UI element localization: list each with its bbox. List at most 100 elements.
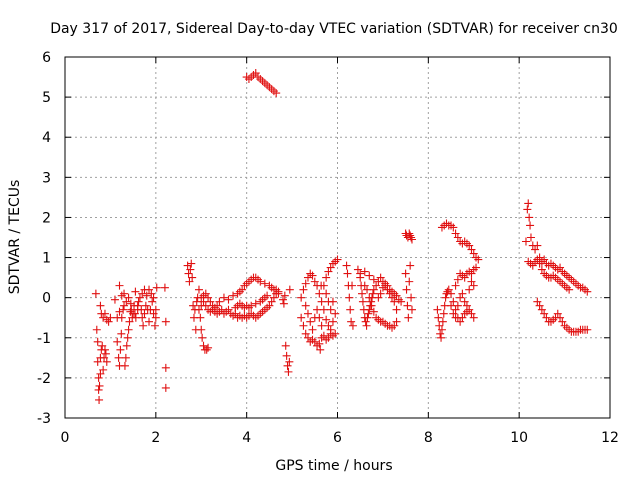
data-point: [460, 273, 469, 282]
data-point: [363, 285, 372, 294]
data-point: [126, 299, 135, 308]
data-point: [138, 289, 147, 298]
x-tick-label: 12: [601, 430, 619, 446]
data-point: [358, 289, 367, 298]
data-point: [363, 313, 372, 322]
data-point: [449, 223, 458, 232]
data-point: [436, 329, 445, 338]
data-point: [434, 313, 443, 322]
data-point: [558, 317, 567, 326]
data-point: [526, 221, 535, 230]
data-point: [540, 309, 549, 318]
data-point: [438, 317, 447, 326]
data-point: [96, 301, 105, 310]
y-axis-tick-labels: -3 -2 -1 0 1 2 3 4 5 6: [37, 50, 51, 427]
data-point: [392, 291, 401, 300]
data-point: [317, 321, 326, 330]
data-point: [303, 333, 312, 342]
data-point: [316, 345, 325, 354]
data-point: [148, 297, 157, 306]
data-point: [123, 333, 132, 342]
data-point: [161, 363, 170, 372]
data-point: [145, 317, 154, 326]
data-point: [110, 295, 119, 304]
data-point: [449, 297, 458, 306]
data-point: [465, 241, 474, 250]
data-point: [279, 299, 288, 308]
y-tick-label: 2: [42, 210, 51, 226]
data-point: [451, 305, 460, 314]
data-point: [188, 273, 197, 282]
data-point: [135, 293, 144, 302]
data-point: [365, 305, 374, 314]
data-point: [274, 289, 283, 298]
data-point: [521, 237, 530, 246]
data-point: [104, 317, 113, 326]
data-point: [453, 301, 462, 310]
data-point: [348, 321, 357, 330]
data-point: [283, 361, 292, 370]
data-point: [263, 291, 272, 300]
data-point: [523, 205, 532, 214]
data-point: [124, 293, 133, 302]
data-point: [117, 329, 126, 338]
x-axis-tick-labels: 0 2 4 6 8 10 12: [61, 430, 619, 446]
data-point: [403, 301, 412, 310]
data-point: [525, 213, 534, 222]
data-point: [401, 269, 410, 278]
data-point: [347, 317, 356, 326]
data-point: [142, 291, 151, 300]
data-point: [378, 283, 387, 292]
data-point: [189, 301, 198, 310]
data-point: [95, 381, 104, 390]
data-point: [197, 325, 206, 334]
data-point: [444, 285, 453, 294]
data-point: [206, 297, 215, 306]
data-point: [115, 307, 124, 316]
data-point: [435, 321, 444, 330]
data-point: [303, 273, 312, 282]
data-point: [469, 249, 478, 258]
data-point: [280, 291, 289, 300]
data-point: [439, 309, 448, 318]
data-point: [96, 369, 105, 378]
data-point: [145, 285, 154, 294]
data-point: [194, 305, 203, 314]
data-point: [251, 69, 260, 78]
data-point: [131, 287, 140, 296]
data-point: [285, 357, 294, 366]
data-point: [369, 275, 378, 284]
x-axis-label: GPS time / hours: [275, 458, 392, 474]
data-point: [138, 313, 147, 322]
y-tick-label: 5: [42, 90, 51, 106]
data-point: [238, 285, 247, 294]
data-point: [185, 277, 194, 286]
data-point: [451, 313, 460, 322]
data-point: [331, 309, 340, 318]
data-point: [130, 309, 139, 318]
data-point: [95, 395, 104, 404]
data-point: [125, 317, 134, 326]
data-point: [151, 313, 160, 322]
data-point: [402, 285, 411, 294]
data-point: [269, 293, 278, 302]
data-point: [306, 317, 315, 326]
data-point: [284, 367, 293, 376]
data-point: [449, 309, 458, 318]
data-point: [201, 289, 210, 298]
data-point: [437, 333, 446, 342]
data-point: [282, 351, 291, 360]
data-point: [322, 289, 331, 298]
data-point: [93, 337, 102, 346]
data-point: [310, 337, 319, 346]
data-point: [328, 297, 337, 306]
data-point: [313, 305, 322, 314]
data-point: [149, 293, 158, 302]
data-point: [297, 293, 306, 302]
data-point: [447, 289, 456, 298]
x-tick-label: 0: [61, 430, 70, 446]
data-point: [533, 255, 542, 264]
data-point: [199, 341, 208, 350]
data-point: [122, 297, 131, 306]
